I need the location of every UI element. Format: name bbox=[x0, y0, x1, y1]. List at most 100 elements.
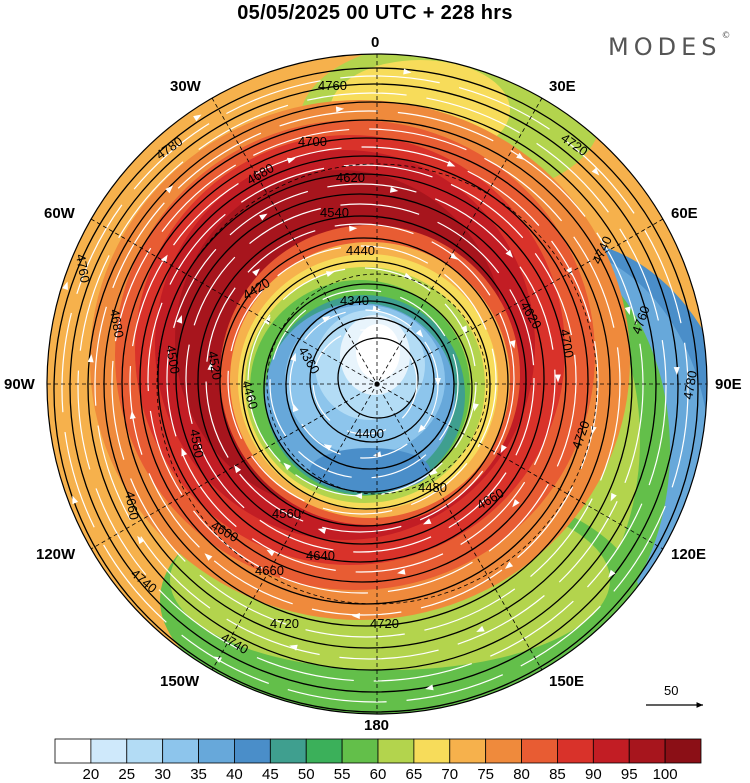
streamline-arrowhead bbox=[372, 305, 381, 312]
colorbar-swatch bbox=[198, 738, 235, 764]
colorbar-label: 45 bbox=[261, 766, 279, 783]
contour-label: 4460 bbox=[239, 379, 261, 411]
colorbar-label: 55 bbox=[333, 766, 351, 783]
streamline-arrowhead bbox=[252, 268, 260, 277]
streamline-arrowhead bbox=[62, 281, 68, 291]
lon-label-90w: 90W bbox=[4, 376, 35, 393]
streamline-arrowhead bbox=[516, 152, 525, 160]
colorbar-swatch bbox=[485, 738, 522, 764]
contour-label: 4720 bbox=[270, 616, 299, 631]
colorbar-label: 75 bbox=[477, 766, 494, 783]
colorbar-label: 80 bbox=[513, 766, 530, 783]
colorbar-swatch bbox=[592, 738, 630, 764]
streamline-arrowhead bbox=[283, 462, 292, 471]
colorbar-swatch bbox=[90, 738, 128, 764]
contour-label: 4480 bbox=[418, 480, 447, 495]
streamline-arrowhead bbox=[449, 252, 458, 260]
contour-label: 4760 bbox=[73, 253, 93, 284]
streamline-arrowhead bbox=[403, 272, 413, 279]
colorbar-label: 25 bbox=[118, 766, 136, 783]
streamline-arrowhead bbox=[500, 444, 507, 454]
height-contours bbox=[53, 67, 699, 713]
streamline-arrowhead bbox=[325, 271, 335, 278]
streamline-arrowhead bbox=[554, 374, 561, 383]
streamline-arrowhead bbox=[509, 340, 516, 349]
streamline-arrowhead bbox=[473, 403, 479, 412]
modes-logo: MODES© bbox=[608, 31, 731, 61]
colorbar-swatch bbox=[664, 738, 702, 764]
streamline-arrowhead bbox=[289, 644, 298, 651]
lon-label-150w: 150W bbox=[160, 673, 200, 690]
contour-label: 4440 bbox=[346, 243, 375, 258]
colorbar-label: 90 bbox=[584, 766, 602, 783]
colorbar-label: 85 bbox=[549, 766, 566, 783]
colorbar-label: 60 bbox=[369, 766, 387, 783]
contour-label: 4640 bbox=[306, 548, 335, 563]
contour-label: 4400 bbox=[355, 426, 384, 441]
colorbar-swatch bbox=[341, 738, 379, 764]
streamline-arrowhead bbox=[349, 225, 358, 232]
streamline-arrowhead bbox=[266, 549, 275, 557]
colorbar-label: 65 bbox=[405, 766, 423, 783]
streamline-arrowhead bbox=[415, 329, 424, 338]
streamline-arrowhead bbox=[317, 528, 327, 535]
contour-label: 4620 bbox=[336, 170, 365, 185]
streamline-arrowhead bbox=[160, 254, 168, 263]
colorbar-label: 40 bbox=[226, 766, 243, 783]
streamline-arrowhead bbox=[137, 535, 145, 545]
lon-label-120w: 120W bbox=[36, 546, 76, 563]
streamline-arrowhead bbox=[422, 518, 432, 525]
streamline-arrowhead bbox=[397, 568, 406, 575]
colorbar-swatch bbox=[305, 738, 343, 764]
colorbar-label: 35 bbox=[190, 766, 207, 783]
colorbar-swatch bbox=[126, 738, 164, 764]
colorbar-swatch bbox=[269, 738, 307, 764]
lon-label-150e: 150E bbox=[549, 673, 585, 690]
streamline-arrowhead bbox=[72, 495, 79, 505]
streamline-arrowhead bbox=[591, 167, 600, 176]
colorbar-label: 50 bbox=[297, 766, 315, 783]
streamline-arrowhead bbox=[87, 354, 94, 363]
streamline-arrowhead bbox=[610, 492, 617, 502]
streamline-arrowhead bbox=[204, 553, 213, 561]
streamline-arrowhead bbox=[403, 68, 412, 75]
streamline-arrowhead bbox=[129, 410, 136, 419]
streamline-arrowhead bbox=[446, 160, 456, 167]
logo-mark: © bbox=[721, 31, 731, 41]
streamline-arrowhead bbox=[673, 366, 680, 376]
pole-marker bbox=[374, 381, 380, 387]
streamline-arrowhead bbox=[213, 656, 222, 663]
streamline-arrowhead bbox=[435, 378, 441, 386]
contour-label: 4660 bbox=[255, 563, 284, 578]
streamline-arrowhead bbox=[176, 315, 183, 324]
contour-label: 4500 bbox=[163, 344, 183, 375]
streamline-arrowhead bbox=[193, 114, 202, 122]
streamline-arrowhead bbox=[624, 306, 631, 315]
streamline-arrowhead bbox=[293, 403, 299, 413]
colorbar-swatch bbox=[628, 738, 666, 764]
colorbar-swatch bbox=[521, 738, 558, 764]
colorbar-label: 30 bbox=[154, 766, 171, 783]
streamline-arrowhead bbox=[351, 612, 360, 619]
contour-label: 4560 bbox=[272, 506, 301, 521]
streamline-arrowhead bbox=[165, 185, 174, 194]
streamline-arrowhead bbox=[476, 625, 485, 633]
colorbar-swatch bbox=[449, 738, 487, 764]
streamline-arrowhead bbox=[512, 499, 520, 508]
lon-label-90e: 90E bbox=[715, 376, 742, 393]
colorbar-label: 20 bbox=[82, 766, 100, 783]
colorbar-swatch bbox=[557, 738, 594, 764]
streamline-arrowhead bbox=[323, 444, 332, 451]
map-border bbox=[46, 53, 708, 715]
streamline-arrowhead bbox=[322, 315, 331, 323]
streamline-arrowhead bbox=[290, 352, 296, 362]
contour-label: 4700 bbox=[298, 134, 327, 149]
streamline-arrowhead bbox=[418, 424, 426, 433]
streamline-arrowhead bbox=[259, 213, 268, 221]
streamline-arrowhead bbox=[461, 325, 468, 334]
logo-text: MODES bbox=[608, 33, 722, 61]
colorbar-swatch bbox=[413, 738, 451, 764]
streamline-arrowhead bbox=[608, 569, 616, 578]
streamline-arrowhead bbox=[505, 249, 514, 258]
